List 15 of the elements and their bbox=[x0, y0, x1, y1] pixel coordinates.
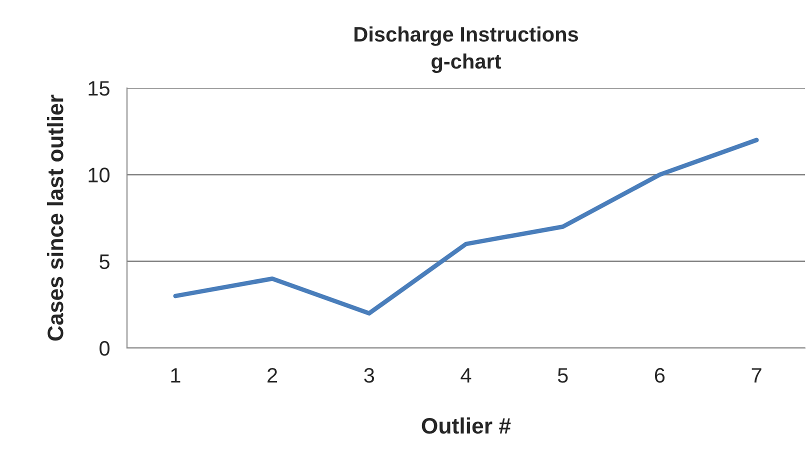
line-series bbox=[173, 138, 759, 316]
x-tick-label: 2 bbox=[268, 368, 278, 383]
y-tick-label: 5 bbox=[100, 254, 110, 270]
y-tick-label: 15 bbox=[88, 81, 110, 96]
x-tick-label: 7 bbox=[752, 368, 762, 383]
x-tick-label: 1 bbox=[171, 368, 180, 383]
y-tick-label: 0 bbox=[100, 341, 110, 356]
x-tick-label: 6 bbox=[654, 368, 665, 383]
y-axis-title: Cases since last outlier bbox=[47, 94, 64, 341]
chart-title: Discharge Instructions g-chart bbox=[354, 26, 578, 73]
x-tick-label: 3 bbox=[364, 368, 374, 383]
x-axis-title: Outlier # bbox=[422, 417, 511, 434]
y-tick-label: 10 bbox=[88, 168, 110, 182]
x-tick-label: 5 bbox=[558, 368, 568, 383]
x-tick-label: 4 bbox=[460, 368, 472, 383]
